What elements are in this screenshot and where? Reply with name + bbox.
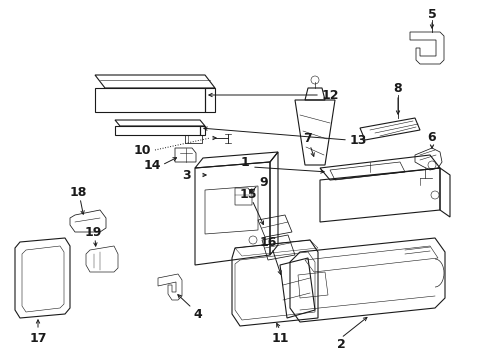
Text: 8: 8 <box>393 81 402 95</box>
Text: 13: 13 <box>349 134 367 147</box>
Text: 5: 5 <box>428 8 437 21</box>
Text: 17: 17 <box>29 332 47 345</box>
Text: 3: 3 <box>182 168 190 181</box>
Text: 14: 14 <box>143 158 161 171</box>
Text: 10: 10 <box>133 144 151 157</box>
Text: 16: 16 <box>259 235 277 248</box>
Text: 7: 7 <box>304 131 313 144</box>
Text: 19: 19 <box>84 225 102 239</box>
Text: 15: 15 <box>239 188 257 201</box>
Text: 4: 4 <box>194 309 202 321</box>
Text: 9: 9 <box>260 176 269 189</box>
Text: 11: 11 <box>271 332 289 345</box>
Text: 6: 6 <box>428 131 436 144</box>
Text: 12: 12 <box>321 89 339 102</box>
Text: 18: 18 <box>69 185 87 198</box>
Text: 2: 2 <box>337 338 345 351</box>
Text: 1: 1 <box>241 156 249 168</box>
